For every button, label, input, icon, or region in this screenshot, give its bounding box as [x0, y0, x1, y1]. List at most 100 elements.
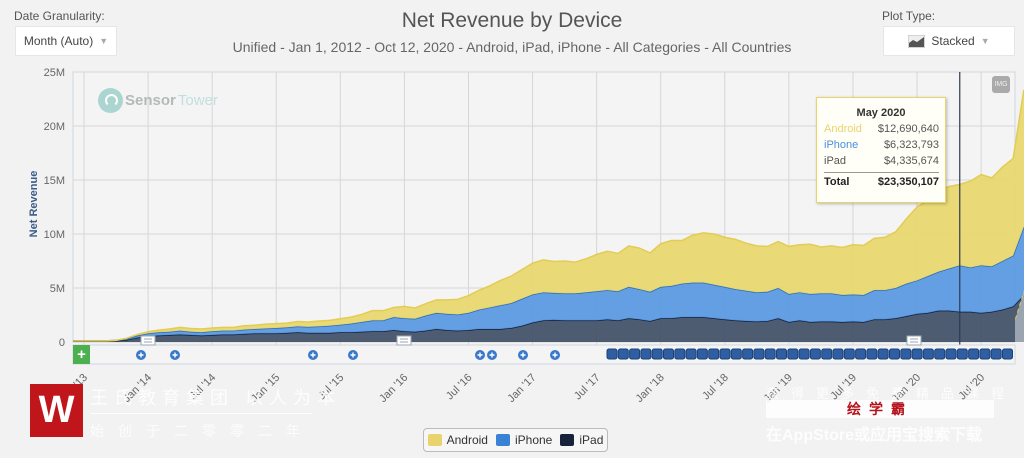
data-point-android[interactable] — [104, 339, 107, 342]
note-marker-icon[interactable] — [708, 348, 720, 360]
data-point-android[interactable] — [531, 262, 534, 265]
note-marker-icon[interactable] — [663, 348, 674, 360]
note-marker-icon[interactable] — [753, 348, 765, 360]
data-point-android[interactable] — [980, 173, 983, 176]
note-marker-icon[interactable] — [843, 348, 855, 360]
data-point-android[interactable] — [424, 302, 427, 305]
data-point-android[interactable] — [403, 305, 406, 308]
data-point-android[interactable] — [755, 244, 758, 247]
data-point-android[interactable] — [798, 243, 801, 246]
data-point-android[interactable] — [563, 260, 566, 263]
note-marker-icon[interactable] — [764, 348, 776, 360]
data-point-android[interactable] — [884, 236, 887, 239]
data-point-android[interactable] — [350, 316, 353, 319]
data-point-android[interactable] — [382, 309, 385, 312]
data-point-android[interactable] — [147, 330, 150, 333]
data-point-android[interactable] — [851, 243, 854, 246]
data-point-android[interactable] — [627, 244, 630, 247]
data-point-android[interactable] — [360, 313, 363, 316]
data-point-android[interactable] — [392, 306, 395, 309]
data-point-android[interactable] — [862, 244, 865, 247]
data-point-android[interactable] — [873, 237, 876, 240]
data-point-android[interactable] — [948, 185, 951, 188]
data-point-android[interactable] — [574, 261, 577, 264]
add-annotation-button[interactable] — [73, 345, 90, 364]
data-point-android[interactable] — [435, 298, 438, 301]
data-point-android[interactable] — [584, 257, 587, 260]
data-point-android[interactable] — [649, 251, 652, 254]
note-marker-icon[interactable] — [945, 348, 957, 360]
note-marker-icon[interactable] — [798, 348, 810, 360]
data-point-android[interactable] — [1001, 166, 1004, 169]
note-marker-icon[interactable] — [685, 348, 697, 360]
data-point-android[interactable] — [157, 329, 160, 332]
note-marker-icon[interactable] — [696, 348, 708, 360]
legend-item-ipad[interactable]: iPad — [560, 433, 603, 447]
data-point-android[interactable] — [510, 275, 513, 278]
data-point-android[interactable] — [830, 244, 833, 247]
data-point-android[interactable] — [189, 327, 192, 330]
data-point-android[interactable] — [456, 298, 459, 301]
export-image-button[interactable]: IMG — [992, 76, 1010, 93]
data-point-android[interactable] — [478, 289, 481, 292]
data-point-android[interactable] — [414, 306, 417, 309]
note-marker-icon[interactable] — [629, 348, 641, 360]
data-point-android[interactable] — [638, 247, 641, 250]
data-point-android[interactable] — [200, 328, 203, 331]
data-point-android[interactable] — [595, 253, 598, 256]
data-point-android[interactable] — [285, 322, 288, 325]
data-point-android[interactable] — [916, 206, 919, 209]
note-marker-icon[interactable] — [719, 348, 731, 360]
legend-item-iphone[interactable]: iPhone — [495, 433, 552, 447]
note-marker-icon[interactable] — [968, 348, 980, 360]
note-marker-icon[interactable] — [651, 348, 663, 360]
note-marker-icon[interactable] — [606, 348, 618, 360]
data-point-android[interactable] — [488, 284, 491, 287]
annotation-flag-icon[interactable] — [396, 335, 412, 346]
annotation-flag-icon[interactable] — [140, 335, 156, 346]
note-marker-icon[interactable] — [742, 348, 754, 360]
data-point-android[interactable] — [681, 239, 684, 242]
note-marker-icon[interactable] — [866, 348, 878, 360]
data-point-android[interactable] — [969, 180, 972, 183]
note-marker-icon[interactable] — [821, 348, 833, 360]
data-point-android[interactable] — [179, 326, 182, 329]
data-point-android[interactable] — [841, 246, 844, 249]
data-point-android[interactable] — [691, 234, 694, 237]
data-point-android[interactable] — [83, 339, 86, 342]
note-marker-icon[interactable] — [990, 348, 1002, 360]
data-point-android[interactable] — [894, 230, 897, 233]
data-point-android[interactable] — [93, 339, 96, 342]
data-point-android[interactable] — [467, 294, 470, 297]
note-marker-icon[interactable] — [877, 348, 889, 360]
note-marker-icon[interactable] — [889, 348, 900, 360]
data-point-android[interactable] — [446, 298, 449, 301]
data-point-android[interactable] — [809, 243, 812, 246]
date-granularity-select[interactable]: Month (Auto) ▼ — [15, 26, 117, 56]
legend-item-android[interactable]: Android — [427, 433, 488, 447]
note-marker-icon[interactable] — [911, 348, 923, 360]
note-marker-icon[interactable] — [730, 348, 742, 360]
note-marker-icon[interactable] — [956, 348, 968, 360]
note-marker-icon[interactable] — [934, 348, 946, 360]
data-point-android[interactable] — [659, 242, 662, 245]
data-point-android[interactable] — [136, 333, 139, 336]
plot-type-select[interactable]: Stacked ▼ — [883, 26, 1015, 56]
data-point-android[interactable] — [275, 322, 278, 325]
data-point-android[interactable] — [168, 328, 171, 331]
data-point-android[interactable] — [253, 324, 256, 327]
note-marker-icon[interactable] — [674, 348, 686, 360]
data-point-android[interactable] — [339, 317, 342, 320]
data-point-android[interactable] — [211, 326, 214, 329]
data-point-android[interactable] — [542, 258, 545, 261]
data-point-android[interactable] — [819, 245, 822, 248]
data-point-android[interactable] — [723, 236, 726, 239]
data-point-android[interactable] — [766, 245, 769, 248]
data-point-android[interactable] — [125, 337, 128, 340]
data-point-android[interactable] — [221, 326, 224, 329]
data-point-android[interactable] — [713, 233, 716, 236]
data-point-android[interactable] — [734, 238, 737, 241]
note-marker-icon[interactable] — [855, 348, 867, 360]
data-point-android[interactable] — [617, 252, 620, 255]
note-marker-icon[interactable] — [776, 348, 787, 360]
